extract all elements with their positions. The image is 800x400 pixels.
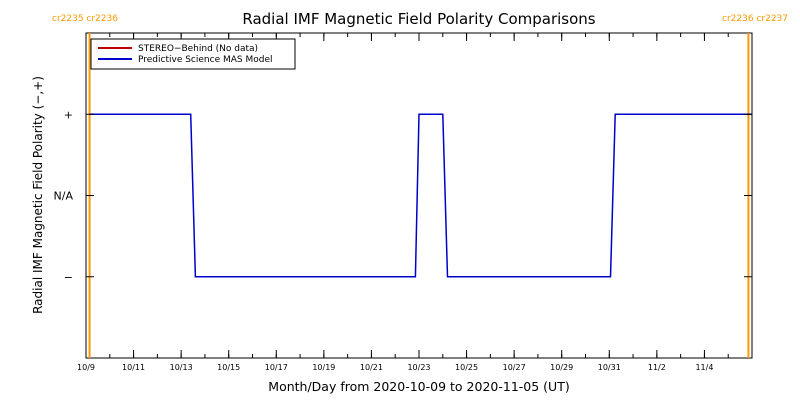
x-tick-label: 10/31 xyxy=(598,363,621,372)
carrington-label: cr2236 cr2237 xyxy=(722,14,788,24)
carrington-rotation-labels: cr2235 cr2236 cr2236 cr2237 xyxy=(52,14,788,24)
x-tick-label: 10/25 xyxy=(455,363,478,372)
x-tick-label: 10/23 xyxy=(407,363,430,372)
y-axis-label: Radial IMF Magnetic Field Polarity (−,+) xyxy=(31,76,45,314)
x-axis-label: Month/Day from 2020-10-09 to 2020-11-05 … xyxy=(268,379,569,394)
carrington-label: cr2235 cr2236 xyxy=(52,14,118,24)
chart-title: Radial IMF Magnetic Field Polarity Compa… xyxy=(242,10,595,28)
legend: STEREO−Behind (No data)Predictive Scienc… xyxy=(90,38,296,70)
x-tick-label: 10/11 xyxy=(122,363,145,372)
x-tick-label: 10/27 xyxy=(503,363,526,372)
x-tick-label: 10/9 xyxy=(77,363,95,372)
y-tick-label: N/A xyxy=(54,190,74,203)
y-tick-label: − xyxy=(64,271,73,284)
legend-label: STEREO−Behind (No data) xyxy=(138,44,258,54)
x-tick-label: 11/4 xyxy=(695,363,713,372)
y-tick-label: + xyxy=(64,108,73,121)
x-tick-label: 10/15 xyxy=(217,363,240,372)
x-tick-label: 11/2 xyxy=(648,363,666,372)
series-layer xyxy=(89,113,752,278)
series-line xyxy=(89,113,752,278)
legend-label: Predictive Science MAS Model xyxy=(138,55,273,65)
x-tick-label: 10/17 xyxy=(265,363,288,372)
x-tick-label: 10/13 xyxy=(170,363,193,372)
x-tick-label: 10/19 xyxy=(312,363,335,372)
carrington-markers xyxy=(88,33,750,358)
y-axis-ticks: + N/A − xyxy=(54,108,752,284)
x-tick-label: 10/21 xyxy=(360,363,383,372)
x-tick-label: 10/29 xyxy=(550,363,573,372)
legend-box xyxy=(90,38,296,70)
x-axis-ticks: 10/9 10/11 10/13 10/15 10/17 10/19 10/21 10/23 1… xyxy=(77,33,753,372)
plot-frame xyxy=(85,32,753,359)
